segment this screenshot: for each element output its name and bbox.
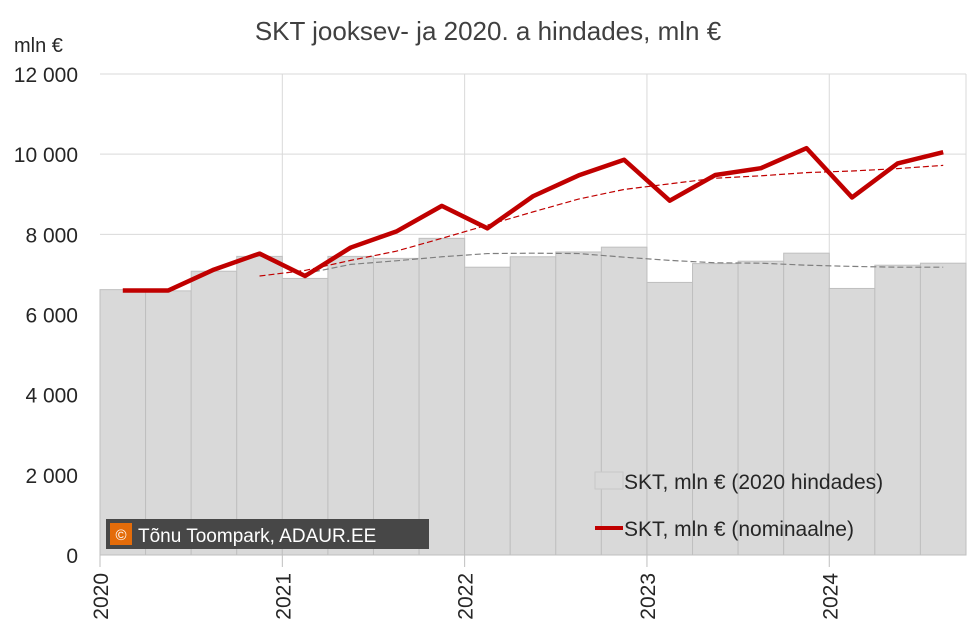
legend-swatch-bars xyxy=(594,471,624,490)
copyright-text: Tõnu Toompark, ADAUR.EE xyxy=(138,526,376,547)
x-tick-label: 2020 xyxy=(90,573,113,620)
axes: 0 2 000 4 000 6 000 8 000 10 000 12 000 2020 202… xyxy=(14,64,966,620)
y-tick-label: 2 000 xyxy=(25,465,78,488)
y-tick-label: 4 000 xyxy=(25,385,78,408)
bar xyxy=(737,260,785,556)
legend-label-line: SKT, mln € (nominaalne) xyxy=(624,518,854,541)
chart-title: SKT jooksev- ja 2020. a hindades, mln € xyxy=(255,16,722,46)
bar xyxy=(555,251,602,556)
nominal-line xyxy=(122,145,944,293)
x-tick-label: 2021 xyxy=(272,573,295,620)
y-tick-label: 10 000 xyxy=(14,144,78,167)
bar-series xyxy=(99,237,967,556)
legend: SKT, mln € (2020 hindades) SKT, mln € (n… xyxy=(594,471,883,541)
bar xyxy=(783,252,830,556)
bar xyxy=(828,287,876,556)
bar xyxy=(464,266,511,556)
bar xyxy=(327,255,374,556)
y-axis-unit-label: mln € xyxy=(14,35,63,57)
bar xyxy=(509,256,557,556)
bar xyxy=(190,270,238,556)
x-tick-label: 2024 xyxy=(819,573,842,620)
bar xyxy=(236,255,283,556)
trend-line xyxy=(304,252,944,275)
copyright-badge: © Tõnu Toompark, ADAUR.EE xyxy=(106,519,429,549)
y-tick-label: 8 000 xyxy=(25,224,78,247)
x-tick-label: 2022 xyxy=(455,573,478,620)
x-tick-label: 2023 xyxy=(637,573,660,620)
bar xyxy=(281,277,329,556)
copyright-symbol-box xyxy=(110,523,132,545)
copyright-background xyxy=(106,519,429,549)
line-series xyxy=(122,145,944,293)
copyright-symbol: © xyxy=(115,527,126,544)
bar xyxy=(145,290,192,556)
y-tick-label: 6 000 xyxy=(25,305,78,328)
bar xyxy=(99,289,147,556)
bar xyxy=(372,257,420,556)
bar xyxy=(418,237,466,556)
legend-label-bars: SKT, mln € (2020 hindades) xyxy=(624,471,883,494)
y-tick-label: 0 xyxy=(66,545,78,568)
bar xyxy=(646,281,694,556)
y-tick-label: 12 000 xyxy=(14,64,78,87)
bar xyxy=(919,262,967,556)
bar xyxy=(692,263,739,556)
bar xyxy=(874,264,921,556)
bar xyxy=(600,246,648,556)
